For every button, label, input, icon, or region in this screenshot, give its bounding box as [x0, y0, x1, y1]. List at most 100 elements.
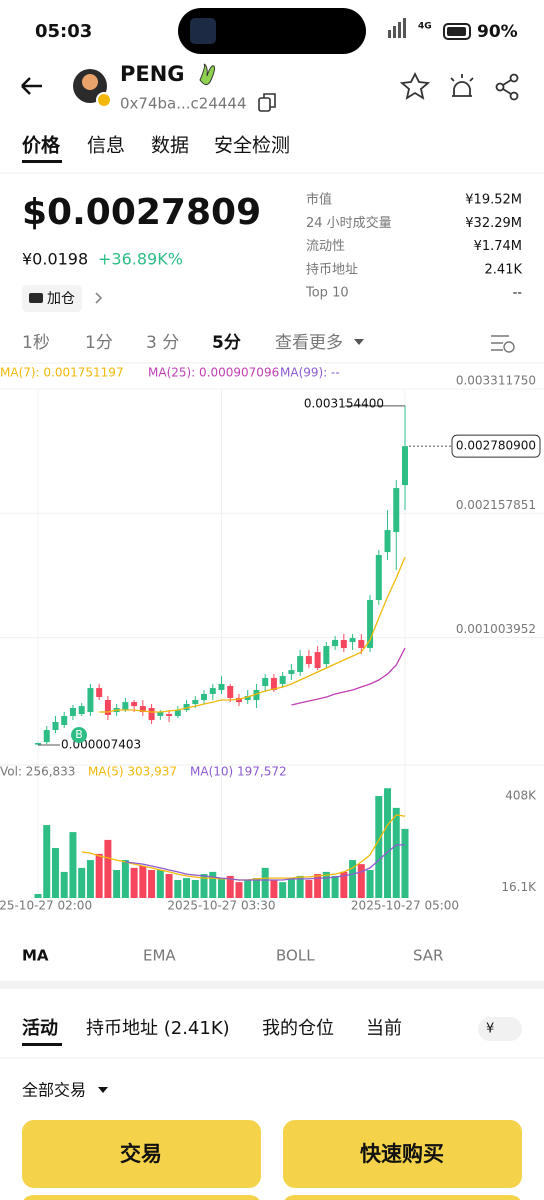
- stat-value: ¥19.52M: [465, 193, 522, 208]
- volume-bar: [174, 879, 182, 898]
- tab-indicator: [22, 1043, 62, 1046]
- alert-button[interactable]: [450, 74, 474, 97]
- volume-legend: Vol: 256,833: [0, 765, 75, 779]
- volume-bar: [375, 796, 383, 898]
- token-address: 0x74ba...c24444: [120, 95, 247, 113]
- indicator[interactable]: BOLL: [276, 947, 315, 965]
- more-arrow: [354, 339, 364, 345]
- tab[interactable]: 价格: [22, 134, 61, 157]
- volume-bar: [113, 870, 121, 898]
- candle-body: [253, 690, 260, 701]
- filter-dropdown[interactable]: 全部交易: [22, 1081, 86, 1100]
- candle-body: [209, 688, 216, 694]
- legend-entry: MA(5) 303,937: [88, 765, 177, 779]
- legend-entry: MA(7): 0.001751197: [0, 366, 124, 380]
- last-price-box: [451, 434, 541, 458]
- add-position-button[interactable]: [22, 285, 82, 312]
- activity-tab[interactable]: 活动: [22, 1017, 58, 1039]
- volume-bar: [392, 807, 400, 898]
- quick-buy-button-label: 快速购买: [360, 1142, 444, 1166]
- interval[interactable]: 3 分: [146, 333, 179, 353]
- button-partial: [284, 1195, 521, 1200]
- signal-icon: [388, 18, 406, 38]
- candle-body: [131, 702, 138, 707]
- candle-body: [323, 646, 330, 665]
- legend-entry: MA(99): --: [280, 366, 340, 380]
- buy-marker: [71, 727, 87, 744]
- interval[interactable]: 5分: [212, 333, 241, 353]
- candle-body: [384, 529, 391, 553]
- volume-bar: [305, 879, 313, 898]
- stat-value: ¥1.74M: [474, 239, 522, 254]
- volume-bar: [287, 878, 295, 898]
- candle-body: [201, 693, 208, 701]
- candle-body: [227, 686, 234, 698]
- volume-bar: [235, 882, 243, 898]
- ma-line: [81, 814, 406, 881]
- stat-label: Top 10: [305, 286, 349, 301]
- battery-percent: 90%: [477, 22, 518, 42]
- candle-body: [139, 706, 146, 712]
- volume-bar: [244, 879, 252, 898]
- candle-body: [393, 488, 400, 533]
- indicator[interactable]: SAR: [413, 947, 443, 965]
- candle-body: [52, 722, 59, 730]
- candle-body: [235, 697, 242, 703]
- y-tick-label: 0.001003952: [456, 622, 536, 636]
- stat-value: 2.41K: [485, 262, 523, 277]
- activity-tab[interactable]: 当前: [366, 1018, 402, 1039]
- interval-bar: 1秒 1分 3 分 5分 查看更多: [22, 333, 343, 353]
- indicator-bar: MA EMA BOLL SAR: [22, 947, 443, 965]
- volume-bar: [104, 839, 112, 898]
- candle-body: [367, 600, 374, 648]
- candle-body: [218, 683, 225, 690]
- back-button[interactable]: [21, 77, 42, 95]
- volume-bar: [95, 853, 103, 898]
- volume-bar: [322, 871, 330, 898]
- buy-marker-label: B: [75, 728, 83, 741]
- interval[interactable]: 查看更多: [275, 333, 343, 353]
- chart-settings-button[interactable]: [491, 335, 515, 353]
- activity-tab[interactable]: 我的仓位: [262, 1018, 334, 1039]
- avatar-face: [82, 74, 98, 90]
- interval[interactable]: 1分: [85, 333, 113, 353]
- ma-line: [291, 647, 406, 706]
- volume-bar: [218, 878, 225, 898]
- volume-bar: [357, 864, 365, 898]
- interval[interactable]: 1秒: [22, 333, 50, 353]
- candle-body: [270, 678, 277, 690]
- tab[interactable]: 安全检测: [214, 135, 290, 157]
- stat-label: 流动性: [306, 239, 345, 254]
- volume-bar: [401, 828, 409, 898]
- volume-bar: [183, 878, 191, 898]
- filter-arrow: [98, 1087, 108, 1093]
- candle-body: [148, 707, 155, 721]
- button-partial: [23, 1195, 260, 1200]
- volume-bar: [226, 875, 234, 898]
- candle-body: [166, 714, 173, 716]
- indicator[interactable]: EMA: [143, 947, 176, 965]
- candle-body: [96, 688, 103, 698]
- candle-body: [61, 715, 68, 726]
- volume-bar: [340, 871, 348, 898]
- legend-entry: MA(25): 0.000907096: [148, 366, 279, 380]
- candle-body: [314, 652, 321, 669]
- volume-bar: [34, 893, 42, 898]
- quick-buy-button[interactable]: [283, 1120, 522, 1188]
- trade-button[interactable]: [22, 1120, 261, 1188]
- tab[interactable]: 信息: [87, 135, 125, 157]
- activity-tab[interactable]: 持币地址 (2.41K): [86, 1018, 230, 1039]
- currency-toggle[interactable]: [478, 1017, 522, 1041]
- favorite-button[interactable]: [399, 71, 431, 100]
- tab[interactable]: 数据: [151, 135, 189, 157]
- copy-button[interactable]: [258, 93, 276, 112]
- volume-bar: [165, 874, 173, 898]
- price-change: +36.89K%: [98, 250, 183, 269]
- add-icon: [29, 293, 43, 303]
- share-button[interactable]: [495, 73, 519, 101]
- stats-panel: 市值 ¥19.52M 24 小时成交量 ¥32.29M 流动性 ¥1.74M 持币地址 2.4…: [305, 192, 522, 301]
- x-tick-label: 2025-10-27 03:30: [167, 899, 275, 913]
- candle-body: [402, 446, 408, 486]
- indicator[interactable]: MA: [22, 947, 49, 965]
